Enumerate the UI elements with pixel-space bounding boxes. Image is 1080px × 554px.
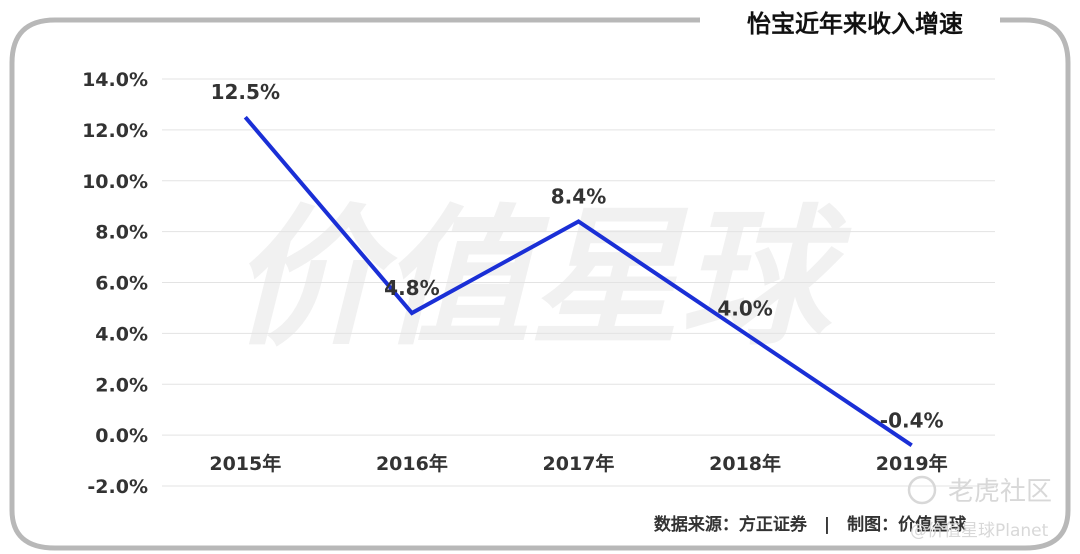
data-label: -0.4% [880, 408, 944, 432]
y-tick-label: 4.0% [95, 323, 148, 345]
y-axis-tick-labels: 14.0% 12.0% 10.0% 8.0% 6.0% 4.0% 2.0% 0.0% -2.0% [82, 69, 148, 498]
source-note: 数据来源：方正证券 | 制图：价值星球 [654, 514, 967, 535]
x-tick-label: 2015年 [209, 452, 281, 475]
y-tick-label: 10.0% [82, 171, 148, 193]
y-tick-label: 0.0% [95, 425, 148, 447]
data-label: 4.8% [384, 276, 439, 300]
x-tick-label: 2018年 [709, 452, 781, 475]
y-tick-label: 8.0% [95, 222, 148, 244]
corner-handle: @价值星球Planet [910, 521, 1049, 541]
tiger-logo-icon [907, 475, 937, 505]
x-axis-tick-labels: 2015年 2016年 2017年 2018年 2019年 [209, 452, 947, 475]
x-tick-label: 2017年 [543, 452, 615, 475]
chart-title: 怡宝近年来收入增速 [747, 10, 963, 38]
x-tick-label: 2019年 [876, 452, 948, 475]
chart-frame [9, 17, 1071, 551]
corner-brand: 老虎社区 [948, 477, 1052, 507]
x-tick-label: 2016年 [376, 452, 448, 475]
y-tick-label: 14.0% [82, 69, 148, 91]
gridlines [162, 78, 995, 487]
series-line [243, 115, 913, 447]
corner-watermark: 老虎社区 @价值星球Planet [907, 475, 1052, 541]
data-labels: 12.5% 4.8% 8.4% 4.0% -0.4% [211, 80, 944, 432]
y-tick-label: -2.0% [87, 476, 148, 498]
y-tick-label: 12.0% [82, 120, 148, 142]
y-tick-label: 2.0% [95, 374, 148, 396]
data-label: 12.5% [211, 80, 280, 104]
y-tick-label: 6.0% [95, 273, 148, 295]
watermark-text: 价值星球 [230, 192, 852, 366]
data-label: 4.0% [717, 296, 772, 320]
data-label: 8.4% [551, 184, 606, 208]
